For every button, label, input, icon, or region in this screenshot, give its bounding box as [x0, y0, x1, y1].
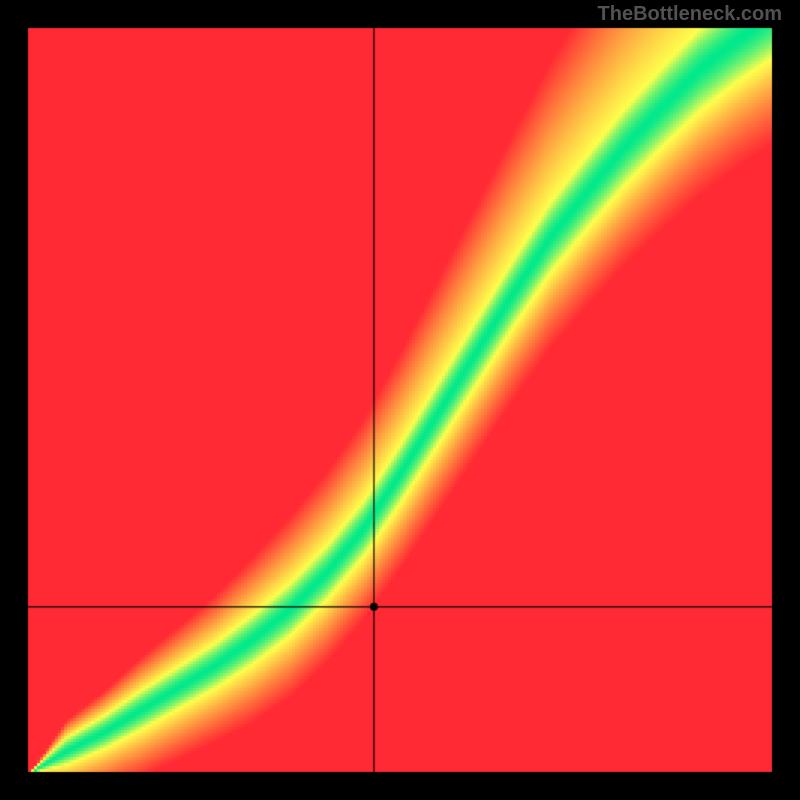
bottleneck-heatmap	[0, 0, 800, 800]
chart-container: TheBottleneck.com	[0, 0, 800, 800]
watermark-text: TheBottleneck.com	[598, 3, 782, 26]
